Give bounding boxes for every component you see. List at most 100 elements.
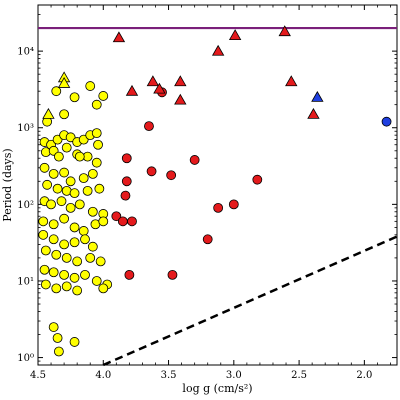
data-point-yellow-circle <box>94 183 105 194</box>
data-point-yellow-circle <box>61 281 72 292</box>
data-point-yellow-circle <box>80 269 90 280</box>
data-point-yellow-circle <box>59 239 70 250</box>
data-point-red-triangle <box>211 44 225 56</box>
data-points <box>38 25 392 357</box>
y-tick-label: 10⁴ <box>17 47 34 58</box>
data-point-yellow-triangle <box>57 77 71 88</box>
data-point-yellow-circle <box>48 219 59 230</box>
data-point-yellow-circle <box>78 226 89 236</box>
data-point-red-triangle <box>307 107 320 119</box>
data-point-red-circle <box>127 216 137 227</box>
data-point-red-circle <box>120 190 131 201</box>
x-tick-label: 4.5 <box>30 370 46 381</box>
data-point-yellow-circle <box>98 216 109 227</box>
x-tick-label: 3.5 <box>161 370 177 381</box>
data-point-red-circle <box>189 155 200 165</box>
data-point-yellow-circle <box>51 86 62 97</box>
data-point-red-circle <box>228 199 239 210</box>
data-point-red-circle <box>202 234 213 245</box>
data-point-yellow-circle <box>38 229 49 240</box>
y-tick-label: 10¹ <box>17 276 34 287</box>
data-point-yellow-circle <box>48 234 59 245</box>
data-point-yellow-circle <box>98 91 109 101</box>
data-point-yellow-circle <box>69 272 80 283</box>
y-tick-label: 10⁰ <box>17 353 34 364</box>
data-point-yellow-circle <box>80 234 90 245</box>
y-axis-label: Period (days) <box>1 148 14 221</box>
data-point-yellow-circle <box>85 253 96 263</box>
data-point-yellow-circle <box>48 322 59 332</box>
x-tick-label: 2.5 <box>291 370 307 381</box>
data-point-red-triangle <box>174 93 187 105</box>
data-point-red-circle <box>111 211 122 222</box>
data-point-yellow-circle <box>65 176 76 187</box>
data-point-yellow-circle <box>40 279 51 290</box>
data-point-blue-circle <box>381 116 392 127</box>
data-point-yellow-circle <box>69 92 80 103</box>
data-point-yellow-circle <box>74 151 85 162</box>
data-point-yellow-circle <box>69 222 80 233</box>
dashed-limit-line <box>102 235 398 367</box>
data-point-yellow-circle <box>51 283 62 294</box>
data-point-yellow-circle <box>87 241 98 252</box>
data-point-yellow-circle <box>61 142 72 153</box>
data-point-yellow-circle <box>59 213 70 224</box>
x-axis-label: log g (cm/s²) <box>182 382 252 395</box>
data-point-yellow-circle <box>91 128 102 139</box>
y-tick-label: 10³ <box>17 123 34 134</box>
data-point-yellow-circle <box>85 81 96 91</box>
data-point-red-triangle <box>125 84 139 96</box>
data-point-red-circle <box>121 176 132 187</box>
data-point-red-triangle <box>153 82 166 94</box>
data-point-yellow-circle <box>61 253 72 263</box>
x-tick-label: 4.0 <box>95 370 111 381</box>
data-point-yellow-circle <box>51 249 62 260</box>
data-point-yellow-circle <box>46 199 56 210</box>
data-point-yellow-circle <box>74 199 85 210</box>
data-point-red-triangle <box>228 29 242 41</box>
data-point-yellow-circle <box>59 109 70 120</box>
data-point-yellow-circle <box>82 185 93 196</box>
data-point-yellow-circle <box>72 285 83 296</box>
data-point-yellow-circle <box>91 157 102 168</box>
data-point-yellow-circle <box>69 188 80 199</box>
data-point-yellow-circle <box>53 346 64 357</box>
data-point-yellow-circle <box>95 256 106 267</box>
data-point-red-circle <box>144 121 154 132</box>
data-point-red-triangle <box>174 75 187 87</box>
x-tick-label: 2.0 <box>356 370 372 381</box>
data-point-red-triangle <box>112 31 126 43</box>
data-point-yellow-circle <box>56 196 67 207</box>
data-point-yellow-circle <box>87 168 98 179</box>
data-point-yellow-circle <box>38 216 49 227</box>
data-point-yellow-circle <box>52 333 63 343</box>
reference-lines <box>38 26 398 367</box>
data-point-yellow-circle <box>39 264 50 275</box>
data-point-yellow-circle <box>48 168 59 179</box>
data-point-yellow-triangle <box>42 107 55 119</box>
x-tick-label: 3.0 <box>226 370 242 381</box>
data-point-yellow-circle <box>65 202 76 213</box>
axis-ticks: 4.5 4.0 3.5 3.0 2.5 2.0 10⁰ 10¹ 10² 10³ 10⁴ <box>17 4 397 381</box>
data-point-yellow-circle <box>78 173 89 184</box>
data-point-yellow-circle <box>72 256 83 267</box>
data-point-yellow-circle <box>52 183 63 194</box>
data-point-red-circle <box>121 153 132 164</box>
data-point-yellow-circle <box>91 276 102 286</box>
data-point-blue-triangle <box>311 90 324 102</box>
data-point-yellow-circle <box>87 206 98 217</box>
data-point-yellow-circle <box>40 245 51 256</box>
data-point-yellow-circle <box>98 283 109 294</box>
data-point-red-circle <box>117 216 128 227</box>
data-point-yellow-circle <box>69 237 80 248</box>
data-point-red-circle <box>167 269 178 280</box>
data-point-yellow-circle <box>53 151 64 162</box>
data-point-yellow-circle <box>65 132 76 143</box>
data-point-red-triangle <box>285 75 298 87</box>
data-point-yellow-circle <box>39 162 50 173</box>
data-point-yellow-circle <box>93 139 103 150</box>
data-point-yellow-circle <box>69 337 80 347</box>
y-tick-label: 10² <box>17 200 34 211</box>
data-point-red-circle <box>252 174 263 185</box>
